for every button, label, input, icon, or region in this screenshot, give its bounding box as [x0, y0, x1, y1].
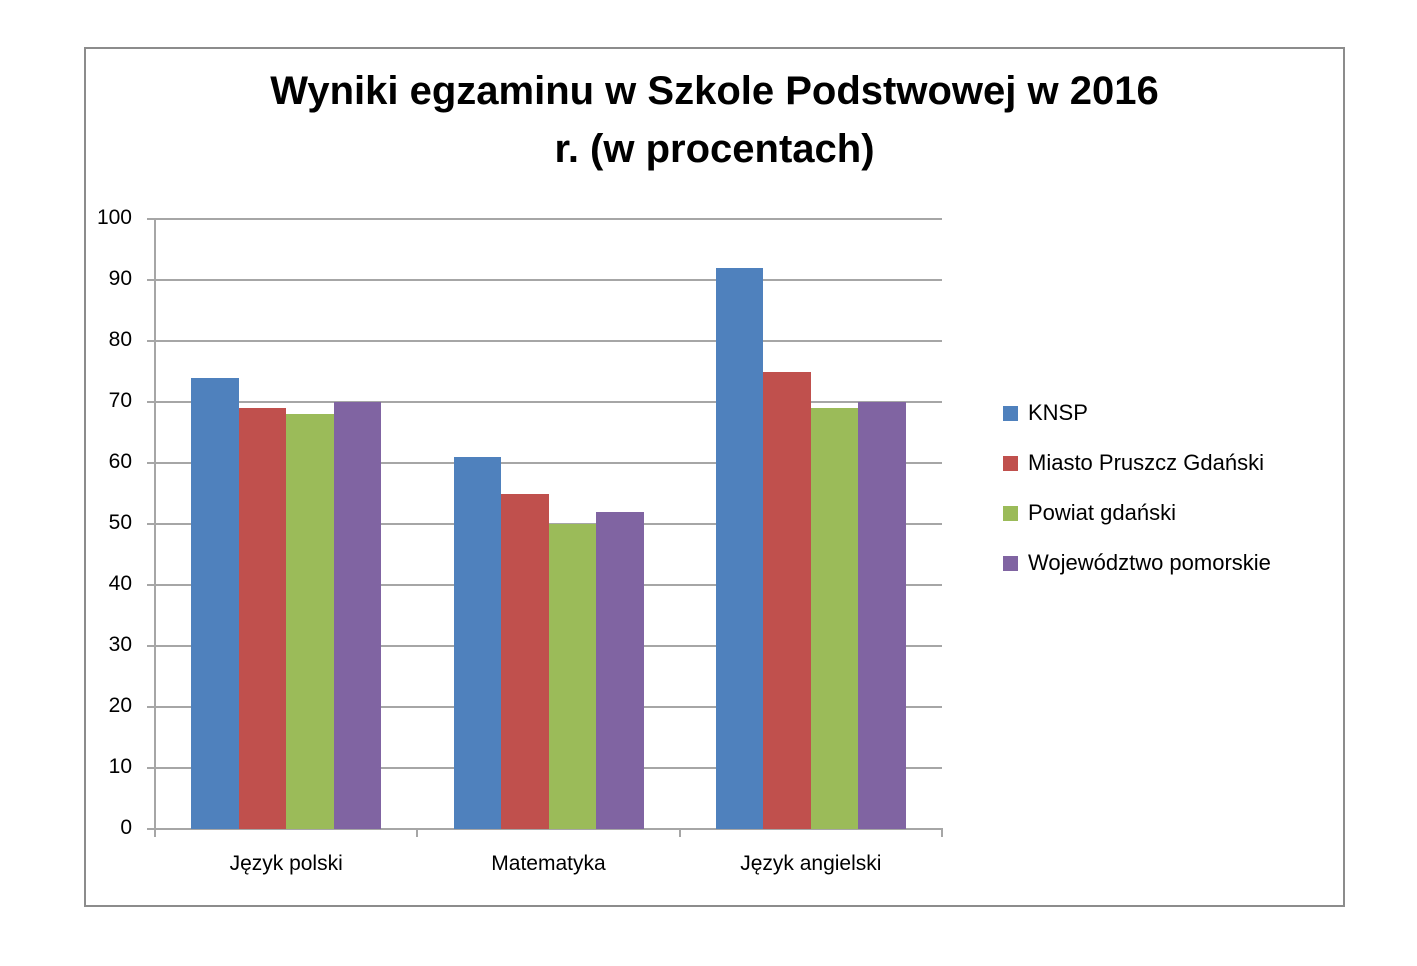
bar	[333, 402, 382, 829]
y-tick-mark	[147, 828, 155, 830]
bar	[715, 267, 764, 829]
y-tick-label: 30	[108, 633, 132, 656]
legend-label: Województwo pomorskie	[1028, 550, 1271, 575]
gridline	[147, 279, 942, 281]
x-tick-label: Matematyka	[491, 852, 606, 875]
gridline	[147, 462, 942, 464]
legend-label: Powiat gdański	[1028, 500, 1176, 525]
y-tick-label: 60	[108, 450, 132, 473]
bar	[238, 408, 287, 829]
y-tick-label: 10	[108, 755, 132, 778]
chart-title: Wyniki egzaminu w Szkole Podstwowej w 20…	[84, 62, 1345, 182]
y-tick-label: 90	[108, 267, 132, 290]
legend-swatch	[1003, 455, 1018, 471]
legend-swatch	[1003, 405, 1018, 421]
bar	[191, 377, 239, 829]
gridline	[147, 218, 942, 220]
legend-item-miasto: Miasto Pruszcz Gdański	[1003, 438, 1271, 488]
y-tick-label: 20	[108, 694, 132, 717]
x-tick-mark	[678, 829, 681, 837]
x-tick-mark	[416, 829, 419, 837]
x-tick-mark	[941, 829, 943, 837]
legend-item-knsp: KNSP	[1003, 388, 1271, 438]
chart-title-line-1: Wyniki egzaminu w Szkole Podstwowej w 20…	[270, 69, 1159, 113]
bar	[763, 371, 811, 829]
bar	[858, 402, 906, 829]
gridline	[147, 401, 942, 403]
bar	[810, 408, 859, 829]
y-tick-label: 70	[108, 389, 132, 412]
bar	[596, 511, 644, 829]
legend-label: KNSP	[1028, 400, 1088, 425]
y-tick-label: 100	[96, 206, 132, 229]
y-tick-label: 40	[108, 572, 132, 595]
bar	[286, 414, 334, 829]
gridline	[147, 340, 942, 342]
legend-item-powiat: Powiat gdański	[1003, 488, 1271, 538]
bar	[548, 524, 596, 829]
y-tick-label: 50	[108, 511, 132, 534]
legend-swatch	[1003, 555, 1018, 571]
x-axis	[155, 828, 943, 830]
y-axis	[154, 218, 156, 837]
y-tick-label: 0	[120, 816, 132, 839]
bar	[453, 456, 501, 829]
legend-item-wojewodztwo: Województwo pomorskie	[1003, 538, 1271, 588]
chart-title-line-2: r. (w procentach)	[554, 127, 875, 171]
x-tick-label: Język polski	[229, 852, 343, 875]
legend-swatch	[1003, 505, 1018, 521]
legend: KNSP Miasto Pruszcz Gdański Powiat gdańs…	[1003, 388, 1271, 588]
y-tick-label: 80	[108, 328, 132, 351]
x-tick-label: Język angielski	[740, 852, 882, 875]
x-tick-mark	[154, 829, 156, 837]
legend-label: Miasto Pruszcz Gdański	[1028, 450, 1264, 475]
bar	[501, 493, 549, 829]
